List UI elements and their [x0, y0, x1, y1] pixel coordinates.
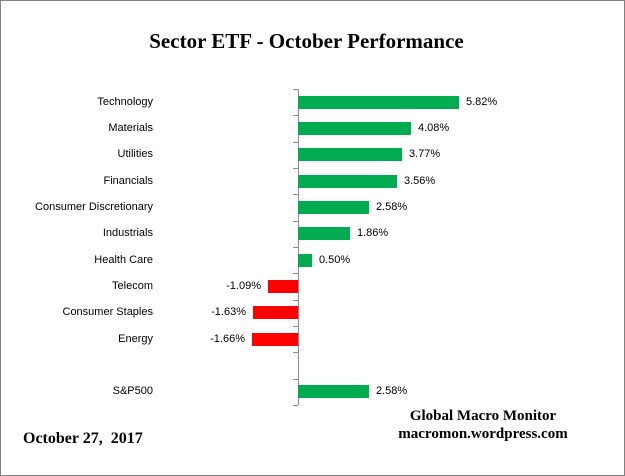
category-label: S&P500	[112, 385, 153, 397]
category-label: Utilities	[117, 148, 153, 160]
positive-bar	[298, 227, 350, 240]
value-label: 4.08%	[418, 122, 450, 134]
category-label: Consumer Staples	[62, 306, 154, 318]
positive-bar	[298, 148, 402, 161]
footer-date: October 27, 2017	[23, 430, 143, 447]
axis-tick	[293, 326, 298, 327]
axis-tick	[293, 168, 298, 169]
brand-url: macromon.wordpress.com	[398, 426, 568, 442]
positive-bar	[298, 175, 397, 188]
axis-tick	[293, 247, 298, 248]
category-label: Financials	[103, 175, 153, 187]
category-label: Industrials	[102, 227, 153, 239]
positive-bar	[298, 201, 369, 214]
brand-name: Global Macro Monitor	[409, 408, 557, 424]
positive-bar	[298, 385, 369, 398]
value-label: 2.58%	[376, 201, 408, 213]
value-label: -1.09%	[226, 280, 261, 292]
value-label: 5.82%	[466, 96, 498, 108]
axis-tick	[293, 194, 298, 195]
value-label: -1.63%	[211, 306, 246, 318]
value-label: 3.56%	[404, 175, 436, 187]
axis-tick	[293, 300, 298, 301]
negative-bar	[253, 306, 298, 319]
value-label: 2.58%	[376, 385, 408, 397]
category-label: Materials	[108, 122, 153, 134]
axis-tick	[293, 142, 298, 143]
chart-title: Sector ETF - October Performance	[149, 29, 464, 53]
negative-bar	[268, 280, 298, 293]
axis-tick	[293, 221, 298, 222]
axis-tick	[293, 89, 298, 90]
axis-tick	[293, 379, 298, 380]
value-label: 1.86%	[357, 227, 389, 239]
category-label: Technology	[97, 96, 153, 108]
category-label: Telecom	[112, 280, 153, 292]
axis-tick	[293, 273, 298, 274]
positive-bar	[298, 254, 312, 267]
value-label: 3.77%	[409, 148, 441, 160]
axis-tick	[293, 352, 298, 353]
category-label: Consumer Discretionary	[35, 201, 153, 213]
positive-bar	[298, 122, 411, 135]
category-axis	[298, 89, 299, 405]
category-label: Energy	[118, 333, 153, 345]
category-label: Health Care	[94, 254, 153, 266]
axis-tick	[293, 115, 298, 116]
axis-tick	[293, 405, 298, 406]
negative-bar	[252, 333, 298, 346]
value-label: 0.50%	[319, 254, 351, 266]
footer-brand: Global Macro Monitor macromon.wordpress.…	[373, 407, 593, 443]
value-label: -1.66%	[210, 333, 245, 345]
positive-bar	[298, 96, 459, 109]
